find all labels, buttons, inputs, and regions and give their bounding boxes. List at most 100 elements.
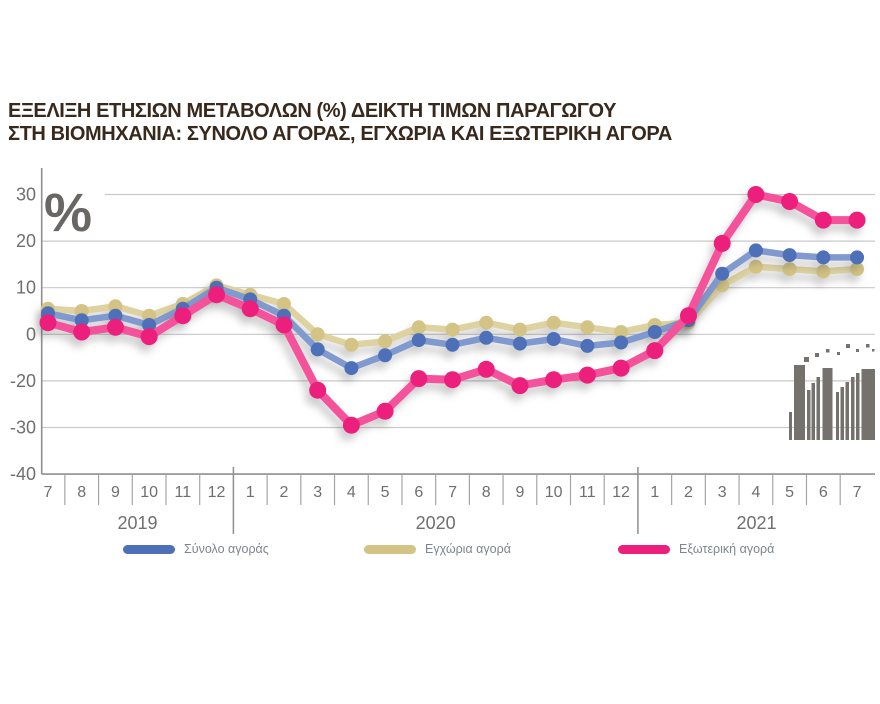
logo-bar xyxy=(811,383,815,440)
data-point xyxy=(679,307,697,325)
legend-label: Σύνολο αγοράς xyxy=(184,542,269,556)
x-tick-label: 5 xyxy=(381,484,390,501)
x-tick-label: 11 xyxy=(579,484,596,501)
data-point xyxy=(276,297,291,311)
x-tick-label: 9 xyxy=(111,484,120,501)
data-point xyxy=(545,371,563,389)
x-tick-label: 10 xyxy=(545,484,563,501)
logo-bar xyxy=(840,387,844,440)
x-tick-label: 3 xyxy=(313,484,322,501)
y-tick-label: 30 xyxy=(16,185,36,205)
x-tick-label: 7 xyxy=(448,484,457,501)
logo-square xyxy=(866,344,870,348)
data-point xyxy=(310,342,325,357)
logo-square xyxy=(804,357,809,362)
data-point xyxy=(646,342,664,360)
logo-bar xyxy=(856,373,860,440)
data-point xyxy=(344,337,359,352)
logo-bar xyxy=(861,369,875,440)
x-tick-label: 2 xyxy=(684,484,693,501)
data-point xyxy=(781,193,799,210)
x-tick-label: 8 xyxy=(77,484,86,501)
data-point xyxy=(511,377,529,395)
data-point xyxy=(479,330,494,345)
data-point xyxy=(580,320,595,335)
data-point xyxy=(108,308,123,323)
data-point xyxy=(378,348,393,363)
x-tick-label: 4 xyxy=(751,484,760,501)
x-tick-label: 12 xyxy=(208,484,226,501)
data-point xyxy=(444,371,462,389)
y-tick-label: 20 xyxy=(16,231,36,251)
data-point xyxy=(378,334,393,349)
logo-bar xyxy=(807,390,811,440)
x-tick-label: 8 xyxy=(482,484,491,501)
x-tick-label: 11 xyxy=(175,484,192,501)
bar-chart-logo xyxy=(789,344,875,440)
data-point xyxy=(816,264,831,279)
legend-swatch xyxy=(123,544,175,554)
data-point xyxy=(477,360,495,378)
data-point xyxy=(344,361,359,376)
data-point xyxy=(411,320,426,335)
logo-square xyxy=(856,349,859,352)
data-point xyxy=(713,234,731,252)
data-point xyxy=(814,211,832,229)
data-point xyxy=(580,338,595,353)
percent-symbol: % xyxy=(44,183,92,243)
legend-swatch xyxy=(618,544,670,554)
data-point xyxy=(411,333,426,348)
legend-swatch xyxy=(364,544,416,554)
series-external xyxy=(39,186,866,434)
data-point xyxy=(748,259,763,274)
x-tick-label: 12 xyxy=(612,484,630,501)
logo-square xyxy=(846,344,850,348)
data-point xyxy=(612,359,630,377)
data-point xyxy=(106,318,124,336)
data-point xyxy=(782,248,797,263)
legend-item: Σύνολο αγοράς xyxy=(123,541,269,557)
year-label: 2020 xyxy=(416,513,456,533)
data-point xyxy=(310,327,325,342)
data-point xyxy=(342,416,360,434)
data-point xyxy=(140,328,158,346)
y-tick-label: -20 xyxy=(10,371,36,391)
logo-bar xyxy=(836,392,839,440)
data-point xyxy=(614,325,629,339)
logo-bar xyxy=(794,365,805,440)
logo-bar xyxy=(822,368,833,440)
x-tick-label: 6 xyxy=(819,484,828,501)
x-tick-label: 10 xyxy=(140,484,158,501)
chart-title-line1: ΕΞΕΛΙΞΗ ΕΤΗΣΙΩΝ ΜΕΤΑΒΟΛΩΝ (%) ΔΕΙΚΤΗ ΤΙΜ… xyxy=(8,100,617,122)
legend-item: Εξωτερική αγορά xyxy=(618,541,774,557)
data-point xyxy=(445,322,460,337)
data-point xyxy=(142,318,157,332)
data-point xyxy=(275,316,293,334)
data-point xyxy=(748,243,763,258)
x-tick-label: 9 xyxy=(515,484,524,501)
data-point xyxy=(578,366,596,384)
x-tick-label: 6 xyxy=(414,484,423,501)
logo-bar xyxy=(816,377,820,440)
data-point xyxy=(512,336,527,351)
data-point xyxy=(410,370,428,388)
legend-item: Εγχώρια αγορά xyxy=(364,541,511,557)
x-tick-label: 1 xyxy=(650,484,659,501)
year-label: 2019 xyxy=(118,513,158,533)
logo-square xyxy=(815,353,819,357)
y-tick-label: -40 xyxy=(10,464,36,484)
data-point xyxy=(376,402,394,420)
x-tick-label: 7 xyxy=(44,484,53,501)
year-label: 2021 xyxy=(736,513,776,533)
data-point xyxy=(546,315,561,330)
logo-square xyxy=(837,352,840,355)
legend-label: Εγχώρια αγορά xyxy=(425,542,511,556)
x-tick-label: 4 xyxy=(347,484,356,501)
data-point xyxy=(479,315,494,330)
y-tick-label: -30 xyxy=(10,418,36,438)
data-point xyxy=(850,250,865,265)
data-point xyxy=(747,186,765,203)
y-tick-label: 0 xyxy=(26,324,36,344)
logo-bar xyxy=(851,377,855,440)
